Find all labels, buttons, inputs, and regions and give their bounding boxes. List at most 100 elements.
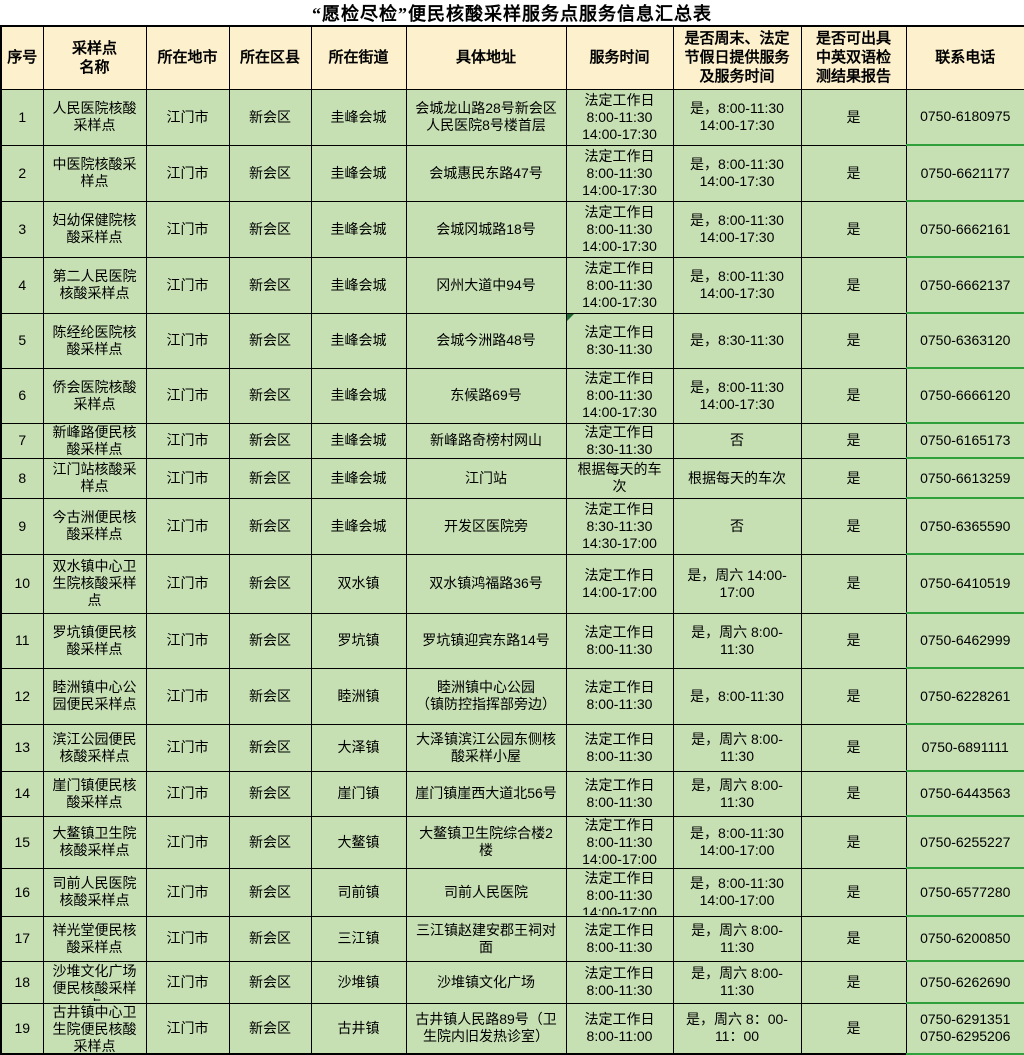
cell-text: 江门市	[166, 973, 209, 990]
cell-text: 9	[18, 517, 27, 534]
cell-district: 新会区	[228, 312, 312, 369]
cell-district: 新会区	[228, 1002, 312, 1054]
cell-text: 司前镇	[337, 883, 380, 900]
cell-district: 新会区	[228, 960, 312, 1004]
cell-address: 新峰路奇榜村网山	[405, 422, 567, 459]
cell-text: 是，8:00-11:30 14:00-17:00	[690, 875, 784, 908]
cell-idx: 11	[0, 612, 44, 669]
cell-text: 双水镇鸿福路36号	[429, 575, 543, 591]
cell-text: 东候路69号	[450, 387, 522, 403]
cell-idx: 12	[0, 667, 44, 725]
cell-text: 罗坑镇迎宾东路14号	[422, 632, 550, 648]
cell-address: 会城龙山路28号新会区 人民医院8号楼首层	[405, 88, 567, 146]
cell-text: 0750-6228261	[920, 687, 1011, 704]
cell-idx: 9	[0, 497, 44, 555]
cell-name: 今古洲便民核 酸采样点	[42, 497, 147, 555]
cell-text: 圭峰会城	[330, 276, 387, 293]
cell-hours: 法定工作日 8:00-11:30 14:00-17:30	[565, 144, 674, 202]
cell-name: 大鳌镇卫生院 核酸采样点	[42, 815, 147, 869]
cell-phone: 0750-6462999	[905, 612, 1024, 669]
cell-text: 法定工作日 8:00-11:30	[584, 679, 655, 712]
cell-text: 根据每天的车次	[688, 469, 786, 486]
column-header-label: 服务时间	[589, 49, 650, 67]
cell-text: 是	[846, 687, 861, 704]
cell-text: 是，周六 8:00- 11:30	[691, 965, 783, 998]
cell-city: 江门市	[145, 1002, 230, 1054]
cell-text: 8	[18, 469, 27, 486]
table-body: 1 人民医院核酸 采样点 江门市 新会区 圭峰会城 会城龙山路28号新会区 人民医院8号楼…	[0, 88, 1024, 1055]
cell-text: 法定工作日 8:00-11:30 14:00-17:30	[582, 91, 657, 142]
cell-text: 新会区	[249, 517, 291, 534]
cell-address: 开发区医院旁	[405, 497, 567, 555]
cell-idx: 15	[0, 815, 44, 869]
cell-idx: 14	[0, 770, 44, 817]
cell-text: 古井镇中心卫 生院便民核酸 采样点	[52, 1003, 137, 1053]
cell-text: 是，8:00-11:30 14:00-17:00	[690, 825, 784, 858]
cell-text: 0750-6891111	[921, 739, 1009, 755]
service-points-table: 序号 采样点 名称 所在地市 所在区县 所在街道 具体地址 服务时间 是否周末、法定 节假日提…	[0, 25, 1024, 1055]
cell-text: 0750-6165173	[920, 432, 1011, 448]
cell-text: 江门市	[166, 469, 209, 486]
cell-bilingual: 是	[800, 1002, 907, 1054]
cell-street: 罗坑镇	[310, 612, 407, 669]
cell-idx: 1	[0, 88, 44, 146]
cell-bilingual: 是	[800, 144, 907, 202]
cell-city: 江门市	[145, 497, 230, 555]
cell-text: 法定工作日 8:00-11:30	[584, 921, 655, 955]
cell-text: 新会区	[249, 276, 291, 293]
cell-text: 0750-6662137	[920, 276, 1011, 293]
cell-text: 罗坑镇	[337, 632, 380, 648]
cell-text: 新峰路便民核 酸采样点	[52, 423, 137, 457]
cell-phone: 0750-6613259	[905, 457, 1024, 499]
cell-district: 新会区	[228, 667, 312, 725]
cell-address: 司前人民医院	[405, 867, 567, 917]
cell-text: 19	[14, 1019, 31, 1036]
cell-text: 新会区	[249, 164, 291, 181]
cell-name: 中医院核酸采 样点	[42, 144, 147, 202]
cell-phone: 0750-6228261	[905, 667, 1024, 725]
cell-text: 是	[846, 1019, 861, 1036]
cell-text: 会城今洲路48号	[436, 332, 536, 348]
cell-text: 是，8:00-11:30 14:00-17:30	[690, 212, 784, 245]
cell-text: 江门市	[166, 739, 209, 755]
cell-name: 祥光堂便民核 酸采样点	[42, 915, 147, 962]
cell-street: 圭峰会城	[310, 88, 407, 146]
cell-text: 是，8:00-11:30 14:00-17:30	[690, 156, 784, 189]
cell-hours: 法定工作日 8:30-11:30	[565, 422, 674, 459]
cell-street: 沙堆镇	[310, 960, 407, 1004]
cell-text: 是	[846, 883, 861, 900]
table-row: 14 崖门镇便民核 酸采样点 江门市 新会区 崖门镇 崖门镇崖西大道北56号 法定工作日 8…	[0, 770, 1024, 817]
cell-weekend: 是，周六 8:00- 11:30	[672, 770, 802, 817]
cell-text: 新会区	[249, 332, 291, 348]
cell-hours: 法定工作日 8:00-11:00	[565, 1002, 674, 1054]
cell-phone: 0750-6291351 0750-6295206	[905, 1002, 1024, 1055]
table-row: 8 江门站核酸采 样点 江门市 新会区 圭峰会城 江门站 根据每天的车 次 根据每天的车次 是 0…	[0, 457, 1024, 499]
cell-city: 江门市	[145, 144, 230, 202]
cell-weekend: 是，周六 8:00- 11:30	[672, 612, 802, 669]
cell-city: 江门市	[145, 815, 230, 869]
cell-bilingual: 是	[800, 723, 907, 772]
cell-weekend: 是，8:00-11:30 14:00-17:30	[672, 200, 802, 258]
table-row: 1 人民医院核酸 采样点 江门市 新会区 圭峰会城 会城龙山路28号新会区 人民医院8号楼…	[0, 88, 1024, 146]
cell-bilingual: 是	[800, 367, 907, 424]
cell-text: 5	[18, 332, 27, 348]
cell-street: 睦洲镇	[310, 667, 407, 725]
cell-phone: 0750-6410519	[905, 553, 1024, 614]
cell-text: 是	[846, 517, 861, 534]
cell-text: 14	[14, 785, 31, 801]
cell-text: 18	[14, 973, 31, 990]
cell-hours: 法定工作日 8:00-11:30 14:00-17:00	[565, 815, 674, 869]
cell-text: 睦洲镇中心公园 （镇防控指挥部旁边）	[416, 679, 556, 712]
cell-address: 会城冈城路18号	[405, 200, 567, 258]
cell-text: 15	[14, 833, 31, 850]
cell-text: 0750-6621177	[920, 164, 1010, 181]
cell-text: 新会区	[249, 432, 291, 448]
cell-text: 法定工作日 8:30-11:30	[584, 423, 655, 457]
cell-name: 第二人民医院 核酸采样点	[42, 256, 147, 314]
cell-district: 新会区	[228, 497, 312, 555]
cell-text: 7	[18, 432, 27, 448]
cell-text: 人民医院核酸 采样点	[52, 100, 137, 133]
cell-text: 三江镇	[337, 930, 380, 946]
cell-address: 崖门镇崖西大道北56号	[405, 770, 567, 817]
cell-text: 双水镇	[337, 575, 380, 591]
